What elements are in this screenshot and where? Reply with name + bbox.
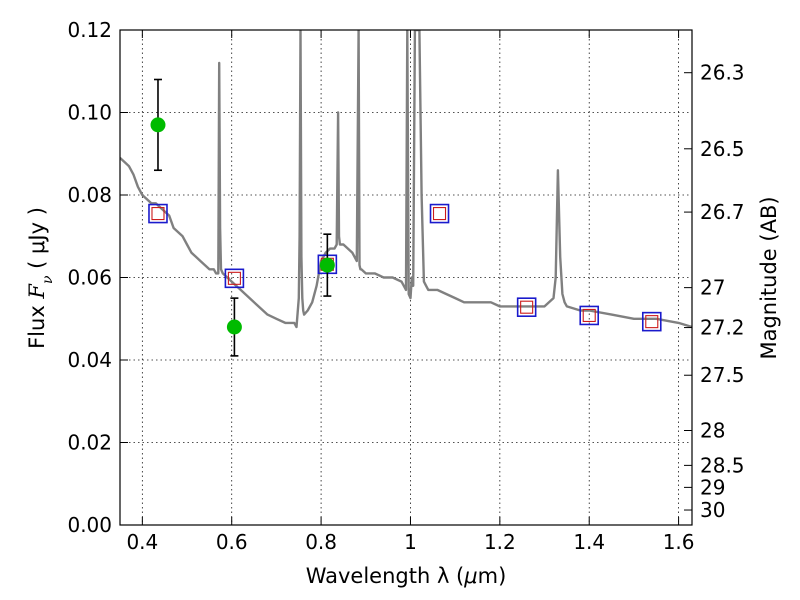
y-tick-label: 0.06 xyxy=(67,266,112,290)
x-tick-label: 1.4 xyxy=(573,530,605,554)
y2-tick-label: 26.7 xyxy=(700,200,745,224)
x-tick-label: 1 xyxy=(404,530,417,554)
model-photometry-point xyxy=(224,268,245,289)
x-tick-label: 1.2 xyxy=(484,530,516,554)
observed-marker xyxy=(319,257,335,273)
y2-tick-label: 27.5 xyxy=(700,363,745,387)
y2-tick-label: 27 xyxy=(700,276,725,300)
y-tick-label: 0.00 xyxy=(67,513,112,537)
model-photometry-point xyxy=(641,311,662,332)
model-photometry-point xyxy=(429,203,450,224)
x-tick-label: 0.4 xyxy=(126,530,158,554)
y-tick-label: 0.02 xyxy=(67,431,112,455)
model-photometry-point xyxy=(148,203,168,224)
observed-point xyxy=(319,233,335,297)
y2-tick-label: 27.2 xyxy=(700,316,745,340)
y-tick-label: 0.10 xyxy=(67,101,112,125)
y2-tick-label: 26.3 xyxy=(700,61,745,85)
plot-area xyxy=(120,30,692,357)
observed-point xyxy=(150,78,166,172)
observed-point xyxy=(226,297,242,357)
observed-marker xyxy=(150,117,166,133)
y-tick-label: 0.08 xyxy=(67,183,112,207)
x-tick-label: 1.6 xyxy=(663,530,695,554)
y-axis-label: Flux Fν ( μJy ) xyxy=(25,207,56,349)
model-photometry-point xyxy=(516,297,537,318)
x-axis-label: Wavelength λ (μm) xyxy=(306,564,507,588)
model-spectrum-line xyxy=(120,30,692,329)
y2-tick-label: 28.5 xyxy=(700,453,745,477)
observed-marker xyxy=(226,319,242,335)
grid-lines xyxy=(120,29,692,526)
y2-axis-label: Magnitude (AB) xyxy=(757,196,781,359)
y2-tick-label: 28 xyxy=(700,419,725,443)
x-tick-label: 0.6 xyxy=(216,530,248,554)
axis-ticks: 0.4 0.6 0.8 1 1.2 1.4 1.6 0.00 0.02 0.04 0.06 0.08 0… xyxy=(67,18,744,554)
y-tick-label: 0.04 xyxy=(67,348,112,372)
y-tick-label: 0.12 xyxy=(67,18,112,42)
model-photometry-point xyxy=(579,305,600,326)
y2-tick-label: 30 xyxy=(700,498,725,522)
y2-tick-label: 29 xyxy=(700,475,725,499)
y2-tick-label: 26.5 xyxy=(700,137,745,161)
x-tick-label: 0.8 xyxy=(305,530,337,554)
